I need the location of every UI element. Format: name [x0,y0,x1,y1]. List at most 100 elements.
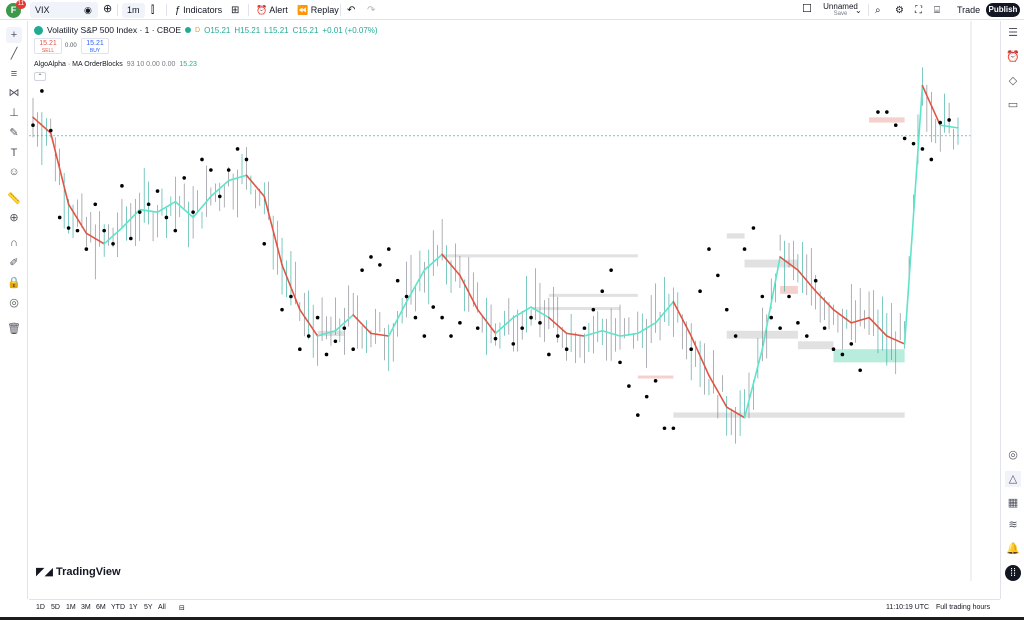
emoji-icon[interactable]: ☺ [8,166,20,178]
ma-segment [67,203,88,235]
magnet-icon[interactable]: ∩ [10,237,18,249]
alerts-icon[interactable]: ⏰ [1006,51,1020,63]
swing-dot [173,228,178,233]
range-5y[interactable]: 5Y [144,604,153,611]
price-axis[interactable]: 15.6015.5015.4015.3015.2015.1015.0014.90… [970,21,972,581]
ruler-icon[interactable]: 📏 [7,193,21,205]
calendar-icon[interactable]: ▦ [1007,497,1019,509]
sell-label: SELL [41,48,55,54]
eye-icon[interactable]: ◎ [9,297,19,309]
layout-menu[interactable]: Unnamed Save [818,2,863,18]
ma-segment [530,306,550,319]
chevron-down-icon[interactable]: ⌄ [855,6,862,15]
swing-dot [48,128,53,133]
session-selector[interactable]: Full trading hours [936,604,991,611]
notifications-icon[interactable]: 🔔 [1006,543,1020,555]
swing-dot [120,184,124,188]
text-icon[interactable]: T [10,147,18,159]
target-icon[interactable]: ◎ [1008,449,1018,461]
undo-icon[interactable]: ↶ [347,5,356,16]
legend-change: +0.01 (+0.07%) [322,25,378,35]
fib-icon[interactable]: ≡ [10,68,18,80]
replay-icon: ⏪ [297,5,309,15]
candles-icon[interactable]: ⫿ [151,5,155,16]
trade-button[interactable]: Trade [957,5,981,15]
fullscreen-icon[interactable]: ⛶ [915,5,922,16]
buy-button[interactable]: 15.21 BUY [81,38,109,54]
zoom-icon[interactable]: ⊕ [9,212,19,224]
swing-dot [191,210,195,214]
range-5d[interactable]: 5D [51,604,60,611]
brush-icon[interactable]: ✎ [9,127,19,139]
swing-dot [129,236,133,241]
ma-segment [192,195,212,219]
indicators-button[interactable]: ƒ Indicators [175,3,222,18]
range-1d[interactable]: 1D [36,604,45,611]
swing-dot [751,226,756,230]
swing-dot [796,321,800,325]
search-icon[interactable]: ⌕ [875,5,881,16]
swing-dot [822,326,827,330]
swing-dot [911,141,916,146]
alert-button[interactable]: ⏰ Alert [256,3,288,18]
tv-logo-icon: ◤◢ [36,566,53,578]
watchlist-icon[interactable]: ☰ [1008,27,1018,39]
ma-segment [583,329,604,337]
swing-dot [724,307,729,312]
range-1y[interactable]: 1Y [129,604,138,611]
symbol-search[interactable]: VIX [30,2,98,18]
chat-icon[interactable]: ▭ [1007,99,1019,111]
spread-value: 0.00 [65,43,77,49]
order-block-neutral [548,293,638,297]
news-icon[interactable]: ≋ [1008,519,1018,531]
trash-icon[interactable]: 🗑 [7,323,21,335]
templates-icon[interactable]: ⊞ [231,5,240,16]
collapse-legend-button[interactable]: ⌃ [34,72,46,81]
order-block-bull [833,349,905,363]
layers-icon[interactable]: ◇ [1008,75,1018,87]
date-range-icon[interactable]: ⊟ [179,605,185,612]
eye-icon[interactable]: ◉ [84,5,92,15]
range-all[interactable]: All [158,604,166,611]
order-block-bear [869,117,905,123]
swing-dot [111,242,115,246]
trend-line-icon[interactable]: ╱ [10,48,18,60]
lock-draw-icon[interactable]: ✐ [9,257,19,269]
swing-dot [689,347,693,352]
ma-segment [227,174,248,182]
redo-icon[interactable]: ↷ [367,5,376,16]
interval-button[interactable]: 1m [122,3,145,18]
sell-button[interactable]: 15.21 SELL [34,38,62,54]
range-ytd[interactable]: YTD [111,604,125,611]
clock-time[interactable]: 11:10:19 UTC [886,604,930,611]
swing-dot [636,413,640,417]
range-6m[interactable]: 6M [96,604,106,611]
pattern-icon[interactable]: ⋈ [8,87,20,99]
swing-dot [618,360,622,365]
layout-box-icon[interactable]: ☐ [802,3,812,15]
lock-icon[interactable]: 🔒 [7,277,21,289]
swing-dots-layer [31,89,951,431]
swing-dot [885,110,889,114]
ma-segment [441,253,461,277]
gear-icon[interactable]: ⚙ [895,5,904,16]
price-chart[interactable]: 15.6015.5015.4015.3015.2015.1015.0014.90… [29,21,972,581]
apps-icon[interactable]: ⁞⁞ [1005,565,1021,581]
replay-button[interactable]: ⏪ Replay [297,3,339,18]
swing-dot [306,334,311,338]
ma-segment [761,256,781,351]
swing-dot [644,394,649,399]
symbol-legend[interactable]: Volatility S&P 500 Index · 1 · CBOE D O1… [34,25,378,35]
publish-button[interactable]: Publish [986,3,1020,17]
projection-icon[interactable]: ⊥ [9,107,19,119]
ideas-icon[interactable]: △ [1005,471,1021,487]
legend-open: O15.21 [204,25,231,35]
indicator-legend[interactable]: AlgoAlpha · MA OrderBlocks 93 10 0.00 0.… [34,61,197,68]
camera-icon[interactable]: ⌸ [934,5,940,16]
compare-add-icon[interactable]: ⊕ [103,3,113,15]
range-3m[interactable]: 3M [81,604,91,611]
separator [166,4,167,16]
range-1m[interactable]: 1M [66,604,76,611]
separator [248,4,249,16]
crosshair-icon[interactable]: + [6,27,22,43]
